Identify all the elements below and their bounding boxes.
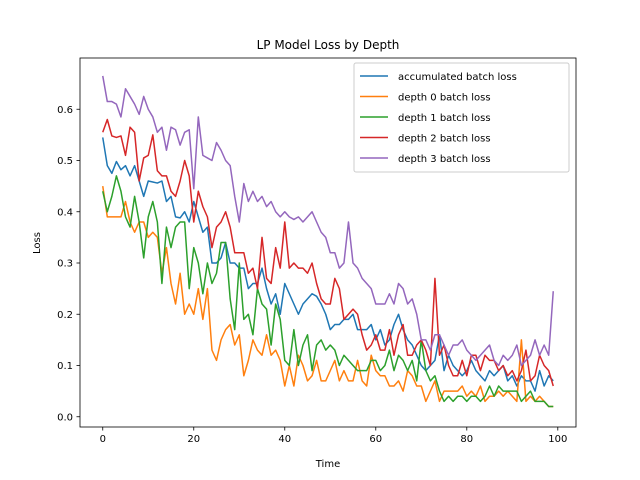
x-axis: 0 20 40 60 80 100 (100, 427, 567, 445)
legend-label: depth 0 batch loss (398, 93, 491, 104)
legend-items: accumulated batch loss depth 0 batch loss… (360, 72, 517, 165)
legend-box (353, 62, 570, 173)
y-tick-label: 0.4 (57, 207, 73, 218)
y-tick-label: 0.5 (57, 156, 73, 167)
legend-label: accumulated batch loss (398, 72, 517, 83)
y-tick-label: 0.2 (57, 310, 73, 321)
x-tick-label: 40 (278, 434, 291, 445)
x-tick-label: 60 (369, 434, 382, 445)
series-line-depth-2 (102, 118, 554, 387)
y-axis-label: Loss (32, 232, 43, 254)
series-line-depth-3 (102, 75, 554, 367)
legend-label: depth 1 batch loss (398, 113, 491, 124)
x-axis-label: Time (315, 459, 340, 470)
x-tick-label: 100 (548, 434, 567, 445)
series-line-depth-1 (102, 175, 554, 408)
legend-label: depth 2 batch loss (398, 134, 491, 145)
series-line-depth-0 (102, 186, 554, 408)
x-tick-label: 20 (187, 434, 200, 445)
chart-title: LP Model Loss by Depth (257, 38, 400, 52)
y-tick-label: 0.0 (57, 412, 73, 423)
plot-lines (102, 75, 554, 408)
y-axis: 0.0 0.1 0.2 0.3 0.4 0.5 0.6 (57, 105, 80, 423)
y-tick-label: 0.1 (57, 361, 73, 372)
series-line-accumulated (102, 137, 554, 392)
x-tick-label: 80 (460, 434, 473, 445)
y-tick-label: 0.6 (57, 105, 73, 116)
x-tick-label: 0 (100, 434, 106, 445)
plot-frame (79, 57, 577, 428)
legend: accumulated batch loss depth 0 batch loss… (353, 62, 570, 173)
legend-label: depth 3 batch loss (398, 154, 491, 165)
y-tick-label: 0.3 (57, 259, 73, 270)
